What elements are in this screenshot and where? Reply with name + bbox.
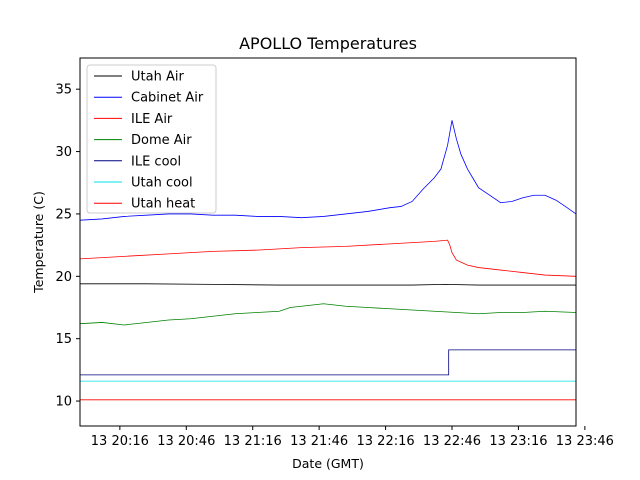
legend-box xyxy=(86,64,217,214)
x-tick-label: 13 22:46 xyxy=(423,434,481,449)
chart-title: APOLLO Temperatures xyxy=(239,34,417,53)
x-tick-label: 13 22:16 xyxy=(357,434,415,449)
legend-label: Dome Air xyxy=(131,133,192,148)
series-line-dome-air xyxy=(80,303,576,326)
x-tick-label: 13 21:46 xyxy=(290,434,348,449)
y-tick-label: 10 xyxy=(55,395,72,410)
legend-label: Cabinet Air xyxy=(131,91,204,106)
legend: Utah Air Cabinet Air ILE Air Dome Air ILE co… xyxy=(86,64,217,214)
series-line-utah-air xyxy=(80,283,576,286)
x-tick-label: 13 23:16 xyxy=(489,434,547,449)
y-axis-ticks: 10 15 20 25 30 35 xyxy=(55,83,80,410)
y-tick-label: 20 xyxy=(55,270,72,285)
y-tick-label: 30 xyxy=(55,145,72,160)
series-line-cabinet-air xyxy=(80,120,576,221)
legend-label: ILE Air xyxy=(131,112,173,127)
x-tick-label: 13 21:16 xyxy=(224,434,282,449)
series-line-ile-cool xyxy=(80,349,576,376)
legend-label: Utah cool xyxy=(131,176,193,191)
y-tick-label: 15 xyxy=(55,332,72,347)
legend-label: Utah heat xyxy=(131,197,195,212)
y-tick-label: 25 xyxy=(55,207,72,222)
legend-label: ILE cool xyxy=(131,154,181,169)
x-tick-label: 13 20:46 xyxy=(157,434,215,449)
series-lines xyxy=(80,120,576,401)
x-axis-ticks: 13 20:16 13 20:46 13 21:16 13 21:46 13 22:16… xyxy=(91,426,614,449)
legend-label: Utah Air xyxy=(131,70,184,85)
y-tick-label: 35 xyxy=(55,83,72,98)
y-axis-label: Temperature (C) xyxy=(31,191,46,294)
series-line-ile-air xyxy=(80,239,576,277)
x-axis-label: Date (GMT) xyxy=(292,456,364,471)
plot-frame xyxy=(79,57,577,427)
x-tick-label: 13 20:16 xyxy=(91,434,149,449)
x-tick-label: 13 23:46 xyxy=(556,434,614,449)
